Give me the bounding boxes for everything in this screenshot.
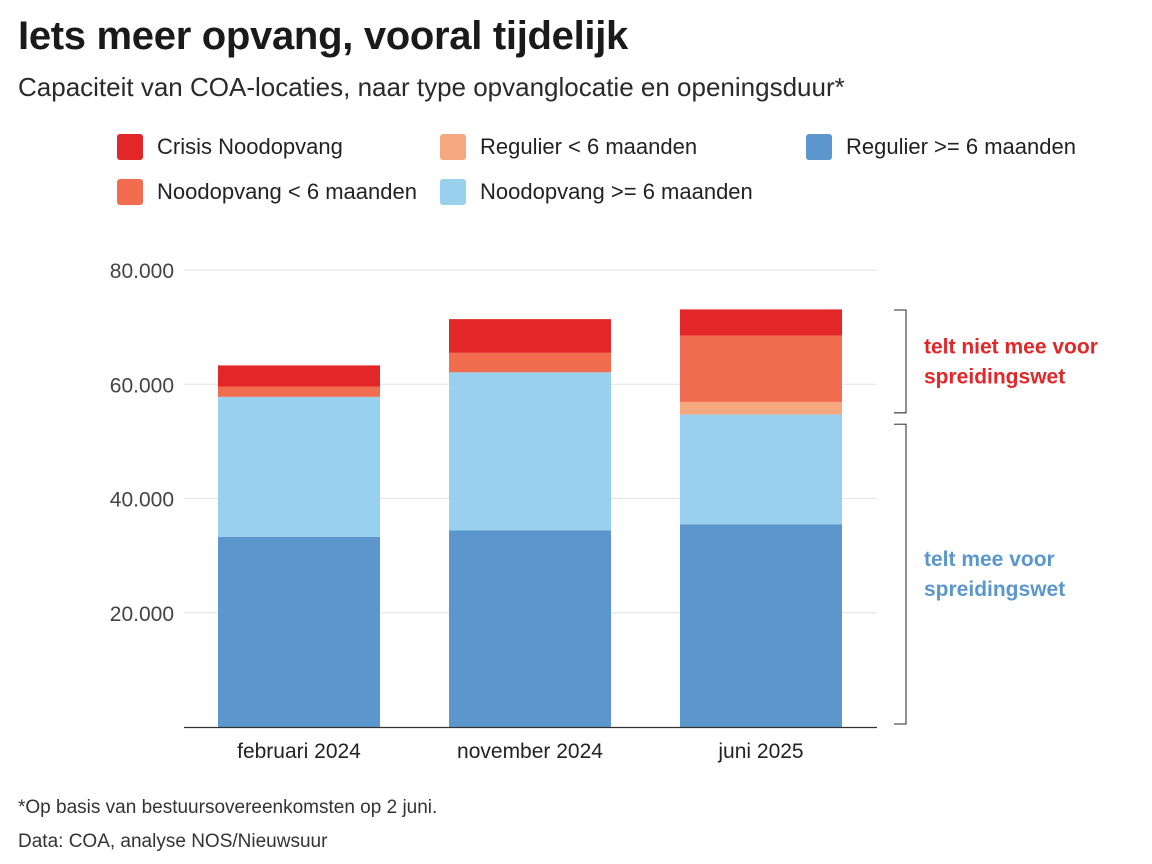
legend-label: Regulier >= 6 maanden (846, 134, 1076, 159)
legend-label: Noodopvang < 6 maanden (157, 179, 417, 204)
legend-label: Noodopvang >= 6 maanden (480, 179, 753, 204)
annotation-label: spreidingswet (924, 365, 1065, 388)
bar-segment (449, 530, 611, 727)
footnote: *Op basis van bestuursovereenkomsten op … (18, 797, 438, 818)
legend-item-crisis-noodopvang: Crisis Noodopvang (117, 134, 343, 160)
bar-segment (449, 319, 611, 353)
bar-segment (218, 536, 380, 727)
legend-label: Crisis Noodopvang (157, 134, 343, 159)
legend-item-noodopvang-lang: Noodopvang >= 6 maanden (440, 179, 753, 205)
legend-item-noodopvang-kort: Noodopvang < 6 maanden (117, 179, 417, 205)
legend-swatch (117, 134, 143, 160)
annotation-label: telt niet mee voor (924, 335, 1098, 358)
annotation-label: telt mee voor (924, 548, 1055, 571)
bar-segment (449, 372, 611, 531)
legend-swatch (117, 179, 143, 205)
y-tick-label: 20.000 (110, 603, 174, 626)
bar-segment (680, 414, 842, 525)
x-tick-label: juni 2025 (717, 740, 803, 763)
annotation-label: spreidingswet (924, 578, 1065, 601)
axes: 20.000 40.000 60.000 80.000 februari 2024 nov… (110, 260, 877, 763)
bar-segment (449, 352, 611, 373)
chart-title: Iets meer opvang, vooral tijdelijk (18, 14, 628, 58)
x-tick-label: november 2024 (457, 740, 603, 763)
source-note: Data: COA, analyse NOS/Nieuwsuur (18, 831, 328, 852)
bar-segment (218, 396, 380, 537)
y-tick-label: 60.000 (110, 374, 174, 397)
y-tick-label: 80.000 (110, 260, 174, 283)
legend-label: Regulier < 6 maanden (480, 134, 698, 159)
legend-swatch (440, 179, 466, 205)
legend-swatch (440, 134, 466, 160)
annotation-bracket (894, 309, 907, 414)
legend-item-regulier-lang: Regulier >= 6 maanden (806, 134, 1076, 160)
y-tick-label: 40.000 (110, 489, 174, 512)
legend-item-regulier-kort: Regulier < 6 maanden (440, 134, 697, 160)
bar-segment (680, 309, 842, 336)
bar-segment (218, 365, 380, 387)
bar-segment (680, 335, 842, 402)
bar-segment (680, 524, 842, 727)
bar-segment (680, 401, 842, 415)
bar-segment (218, 386, 380, 397)
annotation-bracket (894, 423, 907, 725)
bars (218, 309, 842, 727)
annotations: telt niet mee voor spreidingswet telt mee … (894, 309, 1098, 725)
x-tick-label: februari 2024 (237, 740, 361, 763)
chart-subtitle: Capaciteit van COA-locaties, naar type o… (18, 72, 845, 102)
legend-swatch (806, 134, 832, 160)
